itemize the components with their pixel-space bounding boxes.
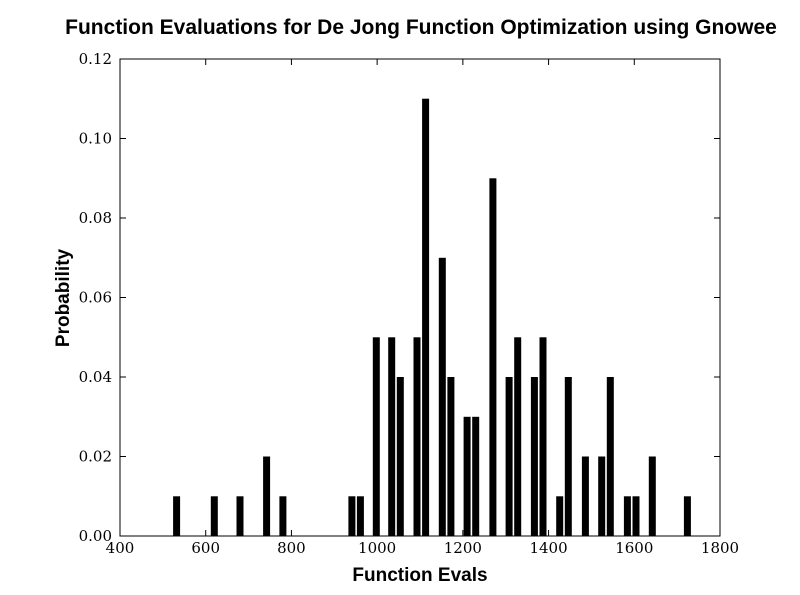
histogram-bar (539, 337, 547, 537)
y-tick-label: 0.02 (79, 448, 112, 466)
histogram-bar (556, 496, 564, 537)
x-axis-label: Function Evals (352, 565, 487, 586)
x-tick-label: 1600 (615, 539, 653, 557)
x-tick-label: 1800 (701, 539, 739, 557)
y-tick-label: 0.06 (79, 289, 112, 307)
histogram-bar (463, 416, 471, 537)
histogram-bar (648, 456, 656, 536)
y-axis-ticks: 0.00 0.02 0.04 0.06 0.08 0.10 0.12 (79, 50, 720, 545)
x-tick-label: 800 (277, 539, 306, 557)
histogram-bar (279, 496, 287, 537)
histogram-bar (173, 496, 181, 537)
histogram-bar (396, 377, 404, 536)
y-tick-label: 0.00 (79, 527, 112, 545)
histogram-bar (413, 337, 421, 537)
y-axis-label: Probability (53, 248, 74, 347)
histogram-bar (472, 416, 480, 537)
histogram-bar (348, 496, 356, 537)
histogram-bar (683, 496, 691, 537)
x-tick-label: 1000 (358, 539, 396, 557)
y-tick-label: 0.12 (79, 50, 112, 68)
histogram-bar (236, 496, 244, 537)
histogram-bar (210, 496, 218, 537)
histogram-bar (581, 456, 589, 536)
histogram-bar (606, 377, 614, 536)
x-tick-label: 1400 (529, 539, 567, 557)
x-tick-label: 400 (106, 539, 135, 557)
histogram-bar (505, 377, 513, 536)
histogram-bar (489, 178, 497, 537)
histogram-bar (623, 496, 631, 537)
histogram-bar (447, 377, 455, 536)
histogram-bar (632, 496, 640, 537)
x-axis-ticks: 400 600 800 1000 1200 1400 1600 1800 (106, 59, 739, 557)
chart-title: Function Evaluations for De Jong Functio… (65, 16, 777, 39)
y-tick-label: 0.08 (79, 209, 112, 227)
histogram-bar (514, 337, 522, 537)
histogram-bar (263, 456, 271, 536)
histogram-bar (356, 496, 364, 537)
histogram-bar (564, 377, 572, 536)
bars-group (173, 98, 691, 537)
histogram-bar (422, 98, 430, 536)
histogram-bar (372, 337, 380, 537)
x-tick-label: 600 (191, 539, 220, 557)
histogram-bar (598, 456, 606, 536)
histogram-bar (530, 377, 538, 536)
y-tick-label: 0.04 (79, 368, 112, 386)
histogram-bar (388, 337, 396, 537)
x-tick-label: 1200 (444, 539, 482, 557)
histogram-bar (438, 257, 446, 537)
y-tick-label: 0.10 (79, 130, 112, 148)
